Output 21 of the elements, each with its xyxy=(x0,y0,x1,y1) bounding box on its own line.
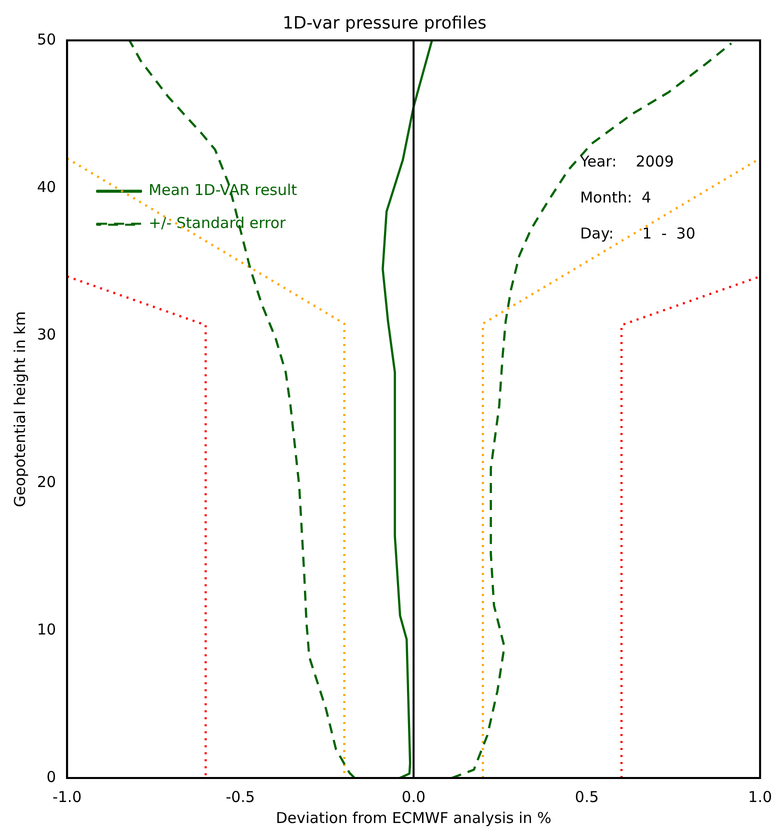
x-tick-label: 1.0 xyxy=(748,788,772,806)
x-tick-label: -1.0 xyxy=(52,788,82,806)
legend-label: Mean 1D-VAR result xyxy=(148,181,298,200)
line-series xyxy=(450,42,732,778)
chart-title: 1D-var pressure profiles xyxy=(282,14,487,34)
y-tick-label: 40 xyxy=(36,178,56,196)
y-tick-label: 0 xyxy=(46,768,56,786)
y-tick-label: 30 xyxy=(36,325,56,344)
x-tick-label: -0.5 xyxy=(226,788,255,806)
x-axis-title: Deviation from ECMWF analysis in % xyxy=(276,808,552,827)
y-tick-label: 10 xyxy=(36,620,56,638)
y-tick-label: 50 xyxy=(36,30,56,48)
annotation: Year: 2009 xyxy=(579,152,674,170)
y-tick-label: 20 xyxy=(36,472,56,491)
annotation: Month: 4 xyxy=(580,188,652,206)
annotation: Day: 1 - 30 xyxy=(580,224,696,242)
y-axis-title: Geopotential height in km xyxy=(10,311,29,508)
line-series xyxy=(128,40,356,778)
legend-label: +/- Standard error xyxy=(148,214,287,232)
x-tick-label: 0.0 xyxy=(402,788,426,806)
x-tick-label: 0.5 xyxy=(574,788,599,806)
